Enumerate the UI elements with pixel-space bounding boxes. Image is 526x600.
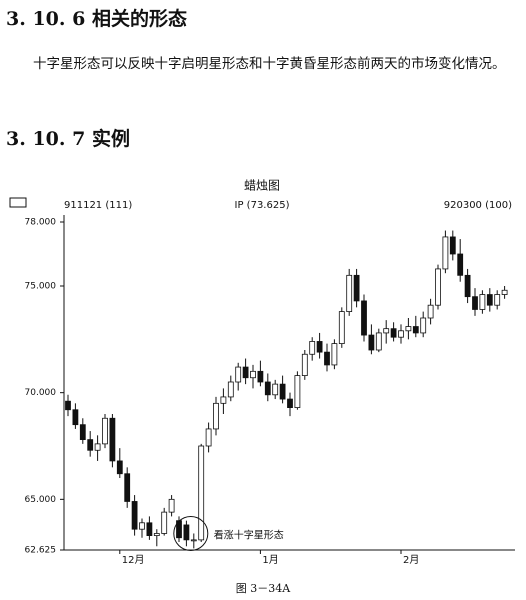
candle-body — [383, 328, 390, 334]
candle-body — [242, 366, 249, 379]
section-heading: 3. 10. 7 实例 — [6, 128, 130, 150]
candle-body — [235, 366, 242, 383]
candle-body — [79, 424, 86, 441]
chart: 蜡烛图 911121 (111) IP (73.625) 920300 (100… — [9, 179, 515, 566]
paragraph: 十字星形态可以反映十字启明星形态和十字黄昏星形态前两天的市场变化情况。 — [33, 56, 506, 72]
candle-body — [390, 328, 397, 338]
candle-body — [361, 300, 367, 336]
candle-body — [494, 294, 501, 306]
candle-body — [153, 533, 160, 537]
candle-body — [161, 511, 168, 534]
candle-body — [412, 326, 419, 334]
candle-body — [501, 289, 508, 295]
candle-body — [183, 524, 190, 541]
info-label: 911121 (111) — [64, 200, 132, 211]
candle-body — [72, 409, 79, 426]
candle-body — [146, 522, 153, 536]
candle-body — [139, 522, 145, 530]
y-tick-label: 78.000 — [25, 218, 57, 228]
info-label: IP (73.625) — [235, 200, 290, 211]
candle-body — [375, 332, 382, 351]
candle-body — [398, 330, 404, 338]
candle-body — [472, 296, 478, 310]
candle-body — [198, 445, 205, 541]
x-tick-label: 1月 — [262, 554, 278, 566]
candle-body — [331, 343, 338, 366]
candle-body — [420, 317, 427, 334]
section-heading: 3. 10. 6 相关的形态 — [6, 8, 187, 30]
candle-body — [168, 498, 175, 513]
candle-body — [435, 268, 441, 306]
icon — [9, 197, 27, 208]
candle-body — [464, 274, 471, 298]
candle-body — [405, 326, 412, 332]
candle-body — [87, 439, 94, 451]
y-tick-label: 65.000 — [25, 495, 57, 505]
candle-body — [287, 398, 293, 408]
y-tick-label: 70.000 — [25, 388, 57, 398]
candle-body — [190, 539, 197, 542]
candle-body — [205, 428, 212, 447]
candle-body — [220, 396, 227, 404]
candle-body — [442, 236, 449, 270]
candle-body — [213, 402, 219, 430]
candle-body — [264, 381, 271, 396]
candle-body — [338, 311, 345, 345]
candle-body — [131, 501, 138, 530]
highlight-circle — [173, 515, 209, 551]
annotation: 看涨十字星形态 — [214, 529, 284, 542]
candle-body — [257, 370, 264, 383]
candle-body — [427, 304, 434, 319]
candle-body — [353, 274, 360, 302]
y-tick-label: 62.625 — [25, 546, 57, 556]
candle-body — [65, 400, 71, 411]
candle-body — [316, 341, 323, 353]
candle-body — [301, 353, 308, 376]
candle-body — [346, 274, 353, 313]
candle-body — [94, 443, 101, 451]
candle-body — [102, 417, 108, 445]
x-tick-label: 12月 — [122, 554, 145, 566]
candle-body — [250, 370, 256, 379]
candle-body — [279, 383, 286, 400]
candle-body — [124, 473, 131, 502]
candle-body — [294, 375, 301, 409]
candle-body — [109, 417, 116, 462]
x-tick-label: 2月 — [403, 554, 419, 566]
candle-body — [309, 341, 316, 355]
candle-body — [449, 236, 456, 255]
candle-body — [479, 294, 486, 310]
candle-body — [272, 383, 279, 396]
candle-body — [227, 381, 234, 398]
candle-body — [324, 351, 330, 366]
candle-body — [457, 253, 464, 276]
y-tick-label: 75.000 — [25, 282, 57, 292]
info-label: 920300 (100) — [444, 200, 512, 211]
candle-body — [116, 460, 123, 475]
chart-title: 蜡烛图 — [244, 179, 280, 193]
candle-body — [368, 334, 375, 351]
candle-body — [486, 294, 493, 306]
caption: 图 3－34A — [235, 582, 291, 595]
